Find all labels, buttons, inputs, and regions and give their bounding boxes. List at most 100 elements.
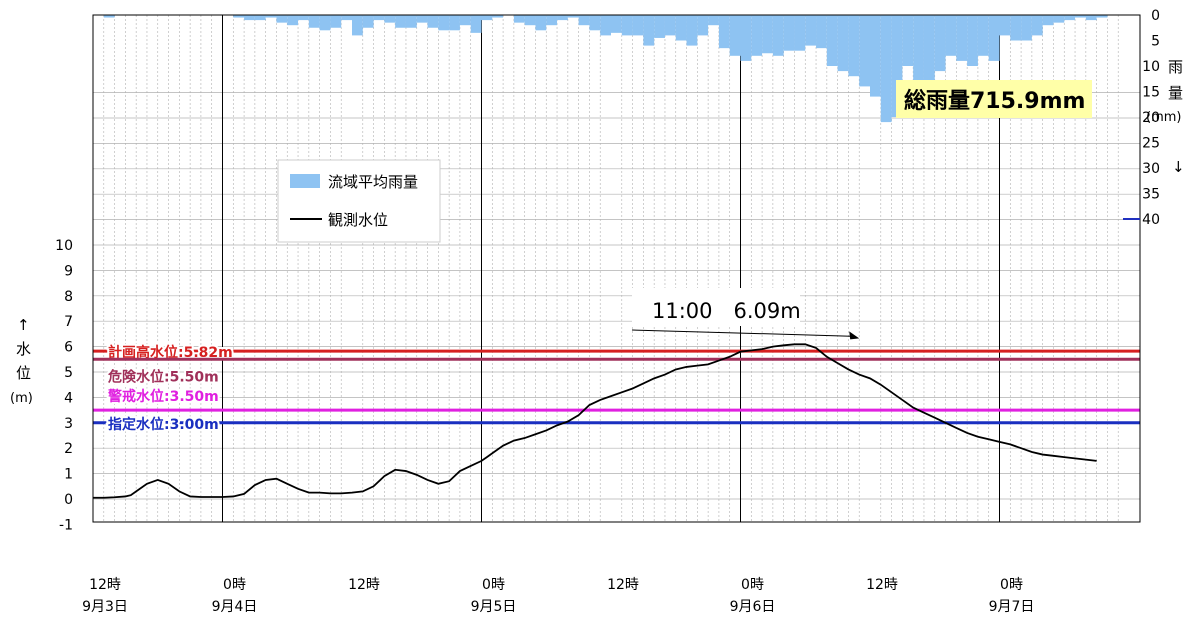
rain-bar <box>837 15 849 72</box>
axes: -1 0 1 2 3 4 5 6 7 8 9 10 0 5 10 15 20 25 30 35 40 雨量 (mm) ↓ ↑ 水位… <box>10 8 1185 615</box>
rain-bar <box>1021 15 1032 41</box>
rain-bar <box>395 15 406 28</box>
rain-bar <box>675 15 687 41</box>
level-tick-label: 0 <box>64 492 73 508</box>
rain-bars <box>103 15 1108 123</box>
rain-tick-label: 0 <box>1151 8 1160 24</box>
legend-level-label: 観測水位 <box>328 211 388 229</box>
level-tick-label: 8 <box>64 289 73 305</box>
rain-axis-arrow: ↓ <box>1172 158 1185 176</box>
rain-bar <box>902 15 914 66</box>
threshold-label: 警戒水位:3.50m <box>108 388 219 405</box>
rain-bar <box>805 15 817 46</box>
rain-bar <box>718 15 730 49</box>
rain-bar <box>535 15 547 31</box>
rain-bar <box>632 15 644 36</box>
threshold-label: 危険水位:5.50m <box>107 368 219 385</box>
peak-arrow <box>631 329 856 337</box>
peak-arrow-head <box>849 331 860 340</box>
rain-bar <box>1010 15 1022 41</box>
x-tick-time: 12時 <box>89 577 121 593</box>
rain-bar <box>589 15 601 31</box>
rain-bar <box>244 15 255 21</box>
total-rainfall-box <box>896 80 1092 118</box>
rain-bar <box>600 15 611 36</box>
rain-bar <box>1085 15 1097 21</box>
legend-box <box>277 159 441 243</box>
rain-bar <box>1042 15 1054 26</box>
rain-bar <box>416 15 428 23</box>
level-tick-label: -1 <box>59 517 73 533</box>
level-axis-title: 位 <box>16 364 31 382</box>
total-rainfall-label: 総雨量715.9mm <box>904 88 1085 114</box>
level-tick-label: 7 <box>64 314 73 330</box>
rain-bar <box>481 15 493 21</box>
x-tick-date: 9月6日 <box>730 599 776 615</box>
level-tick-label: 3 <box>64 416 73 432</box>
level-tick-label: 1 <box>64 467 73 483</box>
level-tick-label: 9 <box>64 263 73 279</box>
rain-bar <box>697 15 709 36</box>
level-tick-label: 5 <box>64 365 73 381</box>
rain-tick-label: 10 <box>1142 59 1160 75</box>
rain-bar <box>1096 15 1108 18</box>
rain-bar <box>1075 15 1086 18</box>
plot-frame <box>92 14 1141 523</box>
rain-bar <box>654 15 665 38</box>
rain-bar <box>967 15 978 66</box>
rain-bar <box>513 15 525 23</box>
rain-tick-label: 15 <box>1142 85 1160 101</box>
level-tick-label: 6 <box>64 340 73 356</box>
rain-axis-title: 雨 <box>1168 58 1183 76</box>
legend: 流域平均雨量 観測水位 <box>277 159 441 243</box>
x-tick-time: 0時 <box>223 577 246 593</box>
rain-bar <box>265 15 277 18</box>
rain-bar <box>405 15 417 28</box>
x-tick-date: 9月4日 <box>212 599 258 615</box>
x-tick-time: 12時 <box>348 577 380 593</box>
rain-bar <box>492 15 504 18</box>
rain-bar <box>611 15 622 33</box>
threshold-label: 指定水位:3.00m <box>108 416 219 433</box>
rain-bar <box>524 15 536 26</box>
rain-bar <box>438 15 450 31</box>
rain-bar <box>459 15 471 26</box>
x-tick-time: 0時 <box>482 577 505 593</box>
grid <box>93 15 1141 522</box>
rain-bar <box>751 15 763 56</box>
rain-bar <box>977 15 989 56</box>
rain-bar <box>956 15 968 61</box>
rain-bar <box>373 15 385 21</box>
rain-bar <box>934 15 946 72</box>
peak-label-box <box>632 288 800 326</box>
rain-bar <box>999 15 1011 36</box>
rain-bar <box>826 15 838 66</box>
threshold-lines: 計画高水位:5.82m危険水位:5.50m警戒水位:3.50m指定水位:3.00… <box>93 342 1140 435</box>
rain-bar <box>233 15 245 18</box>
rain-bar <box>298 15 309 21</box>
rain-tick-label: 40 <box>1142 212 1160 228</box>
rain-bar <box>362 15 374 28</box>
rain-bar <box>740 15 752 61</box>
rain-bar <box>352 15 363 36</box>
rain-bar <box>1064 15 1076 21</box>
level-axis-arrow: ↑ <box>17 316 30 334</box>
rain-bar <box>427 15 439 28</box>
rain-bar <box>384 15 396 23</box>
legend-rain-label: 流域平均雨量 <box>328 173 418 191</box>
x-tick-date: 9月5日 <box>471 599 517 615</box>
total-rainfall: 総雨量715.9mm <box>896 80 1092 118</box>
rain-bar <box>103 15 115 18</box>
level-line-group <box>93 343 1097 499</box>
rain-bar <box>567 15 579 18</box>
rain-tick-label: 30 <box>1142 161 1160 177</box>
rain-axis-title: 量 <box>1168 84 1183 102</box>
x-tick-date: 9月7日 <box>989 599 1035 615</box>
rain-bar <box>319 15 331 31</box>
rain-bar <box>557 15 568 21</box>
rain-bar <box>783 15 795 51</box>
rain-bar <box>643 15 655 46</box>
rain-bar <box>621 15 633 36</box>
level-tick-label: 10 <box>55 238 73 254</box>
rain-tick-label: 5 <box>1151 34 1160 50</box>
